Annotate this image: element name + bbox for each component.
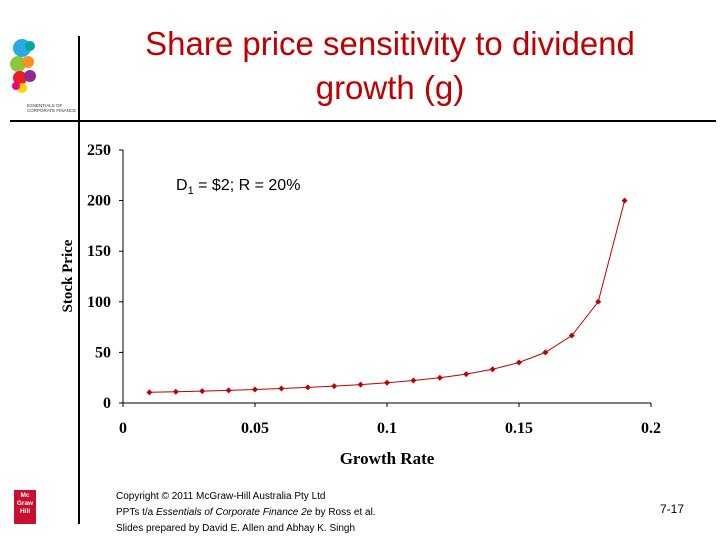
y-tick-label: 250 [87, 142, 111, 159]
chart-ticks: 0 50 100 150 200 250 0 0.05 0.1 0.15 0.2 [87, 142, 661, 437]
x-tick-label: 0.2 [641, 420, 661, 437]
data-point [278, 385, 285, 392]
chart-series [146, 197, 628, 396]
footer-line2-prefix: PPTs t/a [116, 507, 157, 518]
publisher-logo-line3: Hill [19, 508, 31, 515]
y-axis-label: Stock Price [60, 239, 76, 312]
data-point [463, 371, 470, 378]
data-point [595, 298, 602, 305]
footer-line2: PPTs t/a Essentials of Corporate Finance… [116, 505, 536, 521]
data-point [357, 381, 364, 388]
data-point [146, 389, 153, 396]
title-line2: growth (g) [315, 69, 465, 106]
y-tick-label: 150 [87, 243, 111, 260]
x-tick-label: 0 [119, 420, 127, 437]
page-number: 7-17 [660, 502, 685, 516]
title-line1: Share price sensitivity to dividend [145, 25, 635, 62]
page-title: Share price sensitivity to dividend grow… [90, 22, 690, 110]
publisher-logo-line2: Graw [16, 500, 34, 507]
data-point [199, 388, 206, 395]
data-point [489, 366, 496, 373]
footer-line1: Copyright © 2011 McGraw-Hill Australia P… [116, 491, 326, 502]
data-point [516, 359, 522, 366]
x-tick-label: 0.15 [505, 420, 533, 437]
annotation-suffix: = $2; R = 20% [194, 177, 301, 194]
y-tick-label: 0 [103, 395, 111, 412]
data-point [304, 384, 311, 391]
data-point [436, 374, 443, 381]
data-point [331, 383, 338, 390]
logo-text-line1: ESSENTIALS OF [27, 103, 63, 108]
publisher-logo-line1: Mc [20, 492, 30, 499]
book-logo-icon [10, 39, 36, 93]
book-logo-text: ESSENTIALS OF CORPORATE FINANCE [27, 103, 77, 113]
footer-book-title: Essentials of Corporate Finance 2e [156, 507, 313, 518]
annotation-prefix: D [176, 177, 188, 194]
data-point [568, 332, 575, 339]
annotation-subscript: 1 [188, 185, 194, 197]
vertical-divider [78, 36, 80, 524]
series-line [149, 200, 626, 393]
data-point [621, 197, 628, 204]
data-point [384, 379, 390, 386]
x-axis-label: Growth Rate [340, 449, 435, 468]
header-divider [10, 120, 716, 122]
y-tick-label: 50 [95, 344, 111, 361]
logo-text-line2: CORPORATE FINANCE [27, 108, 77, 113]
chart-annotation: D1 = $2; R = 20% [176, 177, 300, 197]
publisher-logo: Mc Graw Hill [14, 490, 36, 524]
data-point [542, 349, 549, 356]
data-point [252, 386, 258, 393]
data-point [410, 377, 417, 384]
data-point [225, 387, 232, 394]
y-tick-label: 100 [87, 294, 111, 311]
y-tick-label: 200 [87, 193, 111, 210]
x-tick-label: 0.1 [377, 420, 397, 437]
x-tick-label: 0.05 [241, 420, 269, 437]
footer-line2-suffix: by Ross et al. [312, 507, 376, 518]
data-point [172, 388, 179, 395]
footer-line3: Slides prepared by David E. Allen and Ab… [116, 523, 356, 534]
copyright-footer: Copyright © 2011 McGraw-Hill Australia P… [116, 489, 536, 537]
